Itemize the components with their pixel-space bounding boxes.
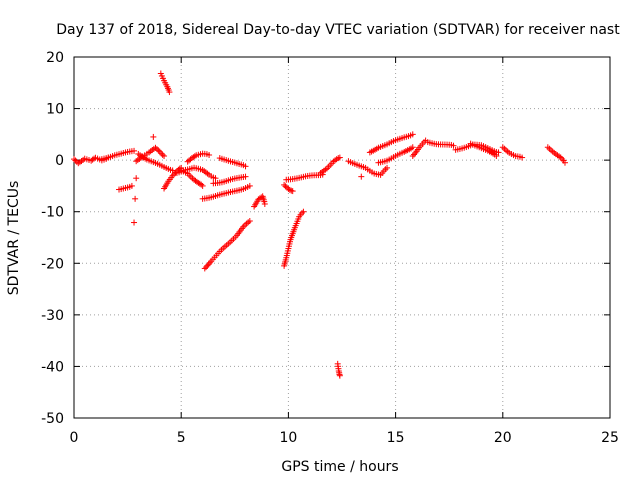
x-axis-label: GPS time / hours [281, 459, 398, 475]
data-point [519, 154, 526, 161]
grid-lines [74, 57, 610, 418]
data-point [289, 188, 296, 195]
x-tick-label: 15 [387, 430, 405, 446]
data-point [409, 144, 416, 151]
data-point [561, 159, 568, 166]
y-tick-label: 10 [46, 102, 64, 118]
data-point [198, 181, 205, 188]
data-point [166, 89, 173, 96]
data-point [493, 153, 500, 160]
y-tick-label: -30 [41, 308, 64, 324]
data-point [298, 209, 305, 216]
data-point [450, 142, 457, 149]
y-tick-label: -50 [41, 411, 64, 427]
y-tick-label: -20 [41, 256, 64, 272]
data-point [559, 155, 566, 162]
y-tick-label: -40 [41, 359, 64, 375]
data-point [131, 219, 138, 226]
x-tick-label: 20 [494, 430, 512, 446]
y-tick-label: 0 [55, 153, 64, 169]
data-point [201, 265, 208, 272]
data-point [131, 147, 138, 154]
data-point [384, 164, 391, 171]
x-tick-label: 10 [279, 430, 297, 446]
x-tick-label: 5 [177, 430, 186, 446]
data-point [158, 150, 165, 157]
data-point [159, 151, 166, 158]
data-point [495, 149, 502, 156]
data-point [204, 262, 211, 269]
data-point [246, 182, 253, 189]
data-point [282, 183, 289, 190]
data-point [152, 144, 159, 151]
data-point [242, 173, 249, 180]
data-point [199, 182, 206, 189]
y-axis-ticks: -50 -40 -30 -20 -10 0 10 20 [41, 50, 610, 427]
data-point [336, 372, 343, 379]
data-point [132, 195, 139, 202]
data-point [281, 181, 288, 188]
data-point [261, 200, 268, 207]
data-point [336, 154, 343, 161]
data-point [133, 175, 140, 182]
data-point [153, 146, 160, 153]
data-point [409, 131, 416, 138]
data-point [206, 151, 213, 158]
data-point [71, 156, 77, 163]
data-point [191, 153, 198, 160]
data-point [128, 182, 135, 189]
data-point [286, 186, 293, 193]
data-point [72, 157, 79, 164]
y-axis-label: SDTVAR / TECUs [6, 181, 22, 296]
chart-title: Day 137 of 2018, Sidereal Day-to-day VTE… [56, 22, 620, 38]
data-point [203, 264, 210, 271]
y-tick-label: -10 [41, 205, 64, 221]
data-point [246, 217, 253, 224]
x-axis-ticks: 0 5 10 15 20 25 [70, 57, 619, 446]
y-tick-label: 20 [46, 50, 64, 66]
data-point [150, 133, 157, 140]
x-tick-label: 0 [70, 430, 79, 446]
data-points [71, 70, 568, 379]
data-point [242, 163, 249, 170]
data-point [358, 173, 365, 180]
plot-frame [73, 56, 611, 419]
data-point [161, 153, 168, 160]
x-tick-label: 25 [601, 430, 619, 446]
data-point [300, 208, 307, 215]
data-point [155, 147, 162, 154]
data-point [156, 148, 163, 155]
